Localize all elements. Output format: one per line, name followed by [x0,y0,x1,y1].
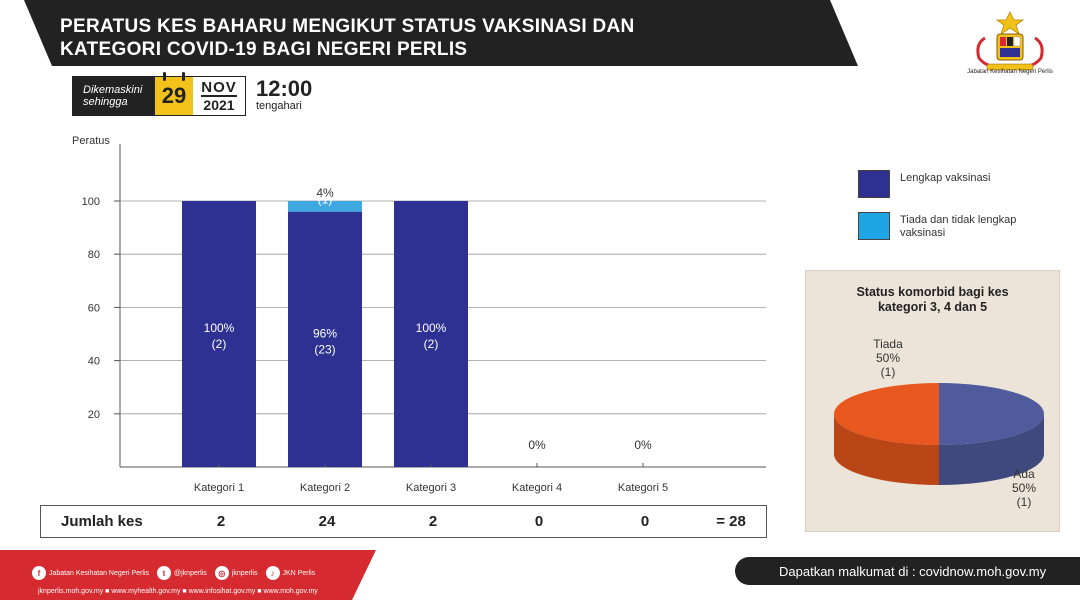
social-tiktok[interactable]: ♪ JKN Perlis [265,566,316,580]
footer-social-banner [0,550,376,600]
update-label-line-1: Dikemaskini [83,84,143,96]
update-day: 29 [155,72,193,115]
bar-lengkap [394,201,468,467]
calendar-ring-icon [182,72,185,81]
total-kategori-3: 2 [428,513,438,530]
calendar-ring-icon [163,72,166,81]
bar-tiada [288,201,362,212]
comorbid-pie-panel: Status komorbid bagi kes kategori 3, 4 d… [805,270,1060,532]
y-tick-label: 20 [88,409,100,421]
update-day-value: 29 [161,83,187,108]
twitter-icon: t [157,566,172,580]
totals-label: Jumlah kes [61,513,143,530]
bar-label-pct: 96% [313,326,337,340]
y-tick-label: 80 [88,249,100,261]
title-line-2: KATEGORI COVID-19 BAGI NEGERI PERLIS [60,39,468,60]
pie-title: Status komorbid bagi kes kategori 3, 4 d… [806,285,1059,315]
y-tick-label: 100 [82,196,100,208]
update-year: 2021 [203,96,235,113]
y-tick-label: 40 [88,356,100,368]
legend-swatch [858,212,890,240]
bar-label-pct: 4% [316,186,334,200]
social-tiktok-label: JKN Perlis [282,569,316,577]
page-title: PERATUS KES BAHARU MENGIKUT STATUS VAKSI… [60,15,635,61]
instagram-icon: ◎ [214,566,229,580]
footer-urls: jknperlis.moh.gov.my ■ www.myhealth.gov.… [38,588,318,595]
bar-lengkap [182,201,256,467]
coat-of-arms-logo [976,11,1044,71]
bar-lengkap [288,211,362,467]
update-month-year: NOV 2021 [193,77,245,115]
bar-label-pct: 100% [416,321,447,335]
total-kategori-1: 2 [216,513,226,530]
legend-label: Tiada dan tidak lengkap vaksinasi [900,214,1017,239]
title-line-1: PERATUS KES BAHARU MENGIKUT STATUS VAKSI… [60,16,635,37]
bar-label-pct: 0% [634,438,652,452]
pie-label-count: (1) [881,365,896,379]
bar-label-count: (23) [314,342,335,356]
x-tick-label: Kategori 1 [194,482,244,494]
social-instagram-label: jknperlis [231,569,258,577]
total-kategori-4: 0 [534,513,544,530]
pie-slice-ada [939,383,1044,445]
pie-label-pct: 50% [876,351,900,365]
x-tick-label: Kategori 4 [512,482,562,494]
update-label: Dikemaskini sehingga [73,77,155,115]
update-label-line-2: sehingga [83,96,128,108]
totals-row: Jumlah kes 2 24 2 0 0 = 28 [40,505,767,538]
legend-swatch [858,170,890,198]
y-tick-label: 60 [88,302,100,314]
pie-label-name: Ada [1013,467,1035,481]
pie-title-line-2: kategori 3, 4 dan 5 [877,300,988,314]
bar-label-count: (2) [212,337,227,351]
social-facebook[interactable]: f Jabatan Kesihatan Negeri Perlis [32,566,149,580]
x-tick-label: Kategori 2 [300,482,350,494]
chart-legend: Lengkap vaksinasi Tiada dan tidak lengka… [858,170,1058,254]
update-time-value: 12:00 [256,76,313,101]
legend-item-lengkap: Lengkap vaksinasi [858,170,1058,198]
pie-label-count: (1) [1017,495,1032,509]
y-axis-title: Peratus [72,135,110,147]
pie-label-pct: 50% [1012,481,1036,495]
bar-label-count: (2) [424,337,439,351]
pie-label-name: Tiada [873,337,903,351]
legend-item-tiada: Tiada dan tidak lengkap vaksinasi [858,212,1058,240]
social-twitter-label: @jknperlis [174,569,207,577]
x-tick-label: Kategori 5 [618,482,668,494]
pie-title-line-1: Status komorbid bagi kes [856,285,1009,299]
social-facebook-label: Jabatan Kesihatan Negeri Perlis [49,569,150,577]
update-time-note: tengahari [256,100,302,112]
logo-caption: Jabatan Kesihatan Negeri Perlis [967,69,1053,75]
bar-label-pct: 0% [528,438,546,452]
update-time: 12:00 tengahari [256,76,313,113]
total-kategori-2: 24 [318,513,336,530]
pie-side-ada [939,414,1044,485]
bar-label-count: (1) [318,193,333,207]
title-banner [24,0,858,66]
social-instagram[interactable]: ◎ jknperlis [214,566,258,580]
facebook-icon: f [32,566,46,580]
x-tick-label: Kategori 3 [406,482,456,494]
footer-social-links: f Jabatan Kesihatan Negeri Perlis t @jkn… [32,566,315,580]
update-date-box: Dikemaskini sehingga 29 NOV 2021 [72,72,246,116]
total-kategori-5: 0 [640,513,650,530]
social-twitter[interactable]: t @jknperlis [157,566,207,580]
legend-label: Lengkap vaksinasi [900,172,991,184]
footer-info-link[interactable]: Dapatkan malkumat di : covidnow.moh.gov.… [735,557,1080,585]
update-month: NOV [201,78,237,97]
tiktok-icon: ♪ [265,566,280,580]
bar-label-pct: 100% [204,321,235,335]
pie-side-tiada [834,414,939,485]
total-sum: = 28 [716,513,746,530]
pie-slice-tiada [834,383,939,445]
bar-chart: 20 40 60 80 100 Peratus 100% (2) Kategori 1 96% (2… [72,135,766,494]
